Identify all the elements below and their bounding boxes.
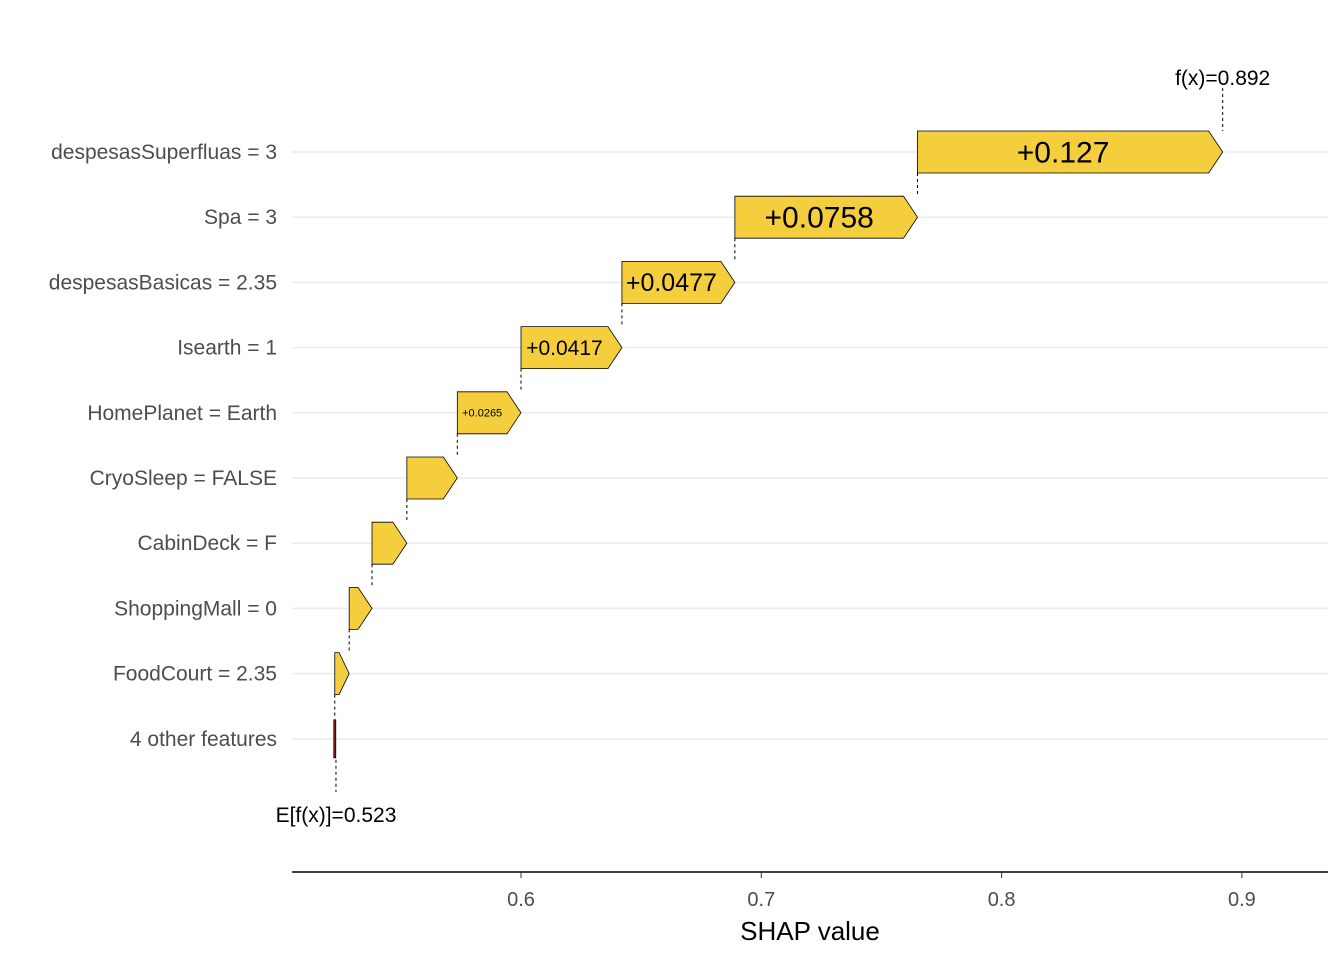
feature-label: HomePlanet = Earth [87, 402, 277, 425]
x-tick-label: 0.6 [507, 889, 535, 911]
shap-bar [520, 326, 623, 369]
connector-lines [334, 88, 1224, 792]
bars: +0.127 +0.0758 +0.0477 +0.0417 +0.0265 [333, 130, 1224, 759]
feature-label: despesasSuperfluas = 3 [51, 141, 277, 164]
shap-bar [917, 130, 1224, 174]
feature-label: Spa = 3 [204, 206, 277, 229]
shap-bar [406, 456, 458, 500]
feature-label: CabinDeck = F [138, 532, 277, 555]
base-value-label: E[f(x)]=0.523 [276, 804, 397, 827]
feature-label: FoodCourt = 2.35 [113, 663, 277, 686]
bar-value-label: +0.0417 [526, 337, 603, 360]
feature-label: 4 other features [130, 728, 277, 751]
x-tick-label: 0.8 [988, 889, 1016, 911]
feature-label: CryoSleep = FALSE [90, 467, 277, 490]
bar-value-label: +0.0265 [462, 408, 502, 420]
feature-label: despesasBasicas = 2.35 [49, 271, 277, 294]
feature-label: ShoppingMall = 0 [114, 597, 277, 620]
shap-bar [334, 652, 350, 695]
shap-bar [333, 719, 337, 759]
shap-bar [348, 587, 373, 630]
shap-bar [456, 391, 522, 435]
bar-value-label: +0.0758 [765, 202, 874, 235]
bar-value-label: +0.127 [1017, 137, 1110, 170]
final-value-label: f(x)=0.892 [1175, 67, 1270, 90]
feature-label: Isearth = 1 [177, 337, 277, 360]
shap-bar [621, 261, 736, 304]
gridlines [292, 151, 1328, 740]
x-ticks: 0.6 0.7 0.8 0.9 [507, 872, 1256, 911]
x-tick-label: 0.9 [1228, 889, 1256, 911]
x-axis-title: SHAP value [740, 916, 880, 946]
shap-bar [371, 521, 408, 565]
feature-labels: despesasSuperfluas = 3 Spa = 3 despesasBas… [49, 141, 277, 751]
bar-value-label: +0.0477 [626, 269, 717, 297]
shap-bar [734, 195, 918, 239]
x-tick-label: 0.7 [747, 889, 775, 911]
